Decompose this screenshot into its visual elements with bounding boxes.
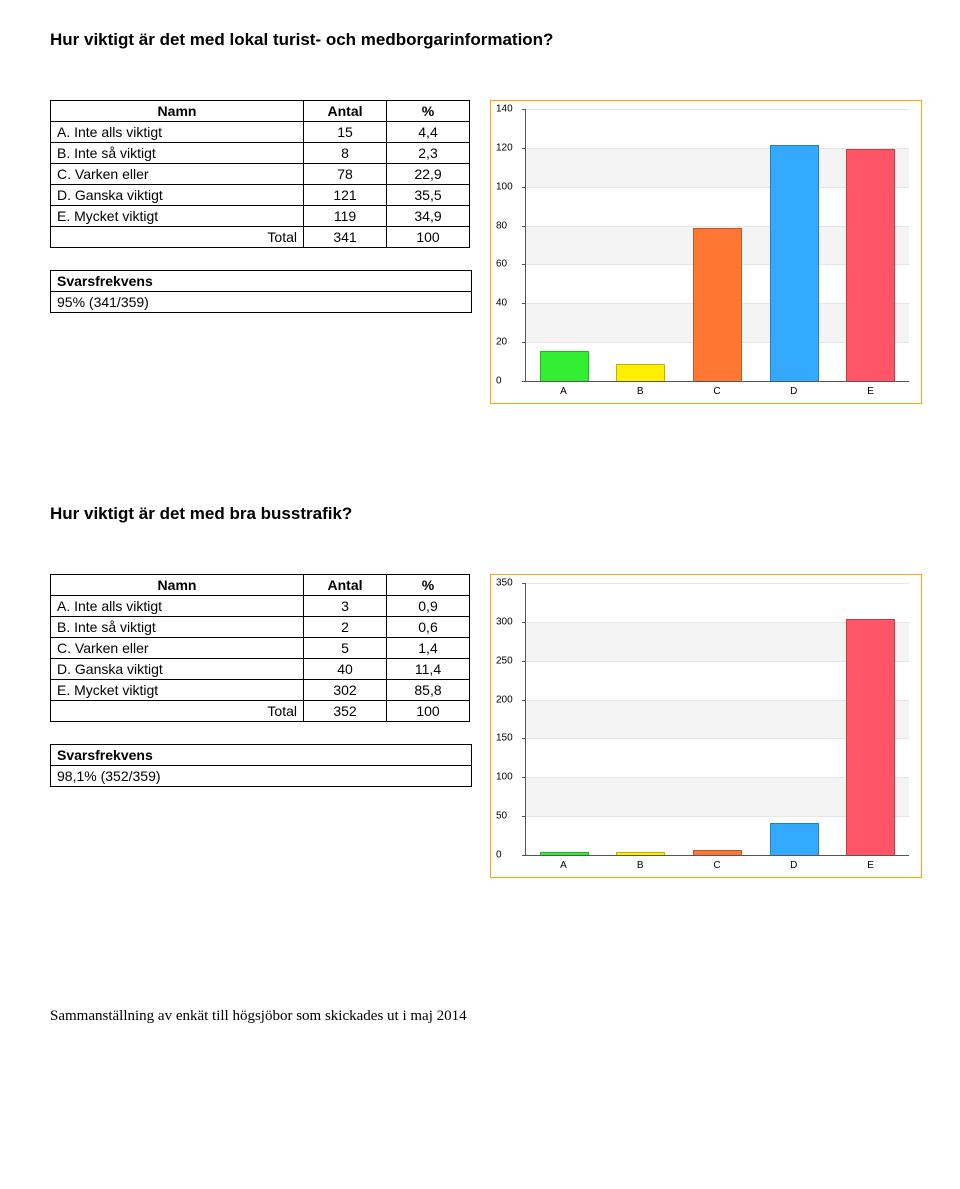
q1-freq-box: Svarsfrekvens 95% (341/359) — [50, 270, 472, 313]
q2-row: 352 — [304, 701, 387, 722]
chart-ylabel: 200 — [496, 694, 513, 705]
q2-row: 100 — [387, 701, 470, 722]
q1-row: A. Inte alls viktigt — [51, 122, 304, 143]
chart-xlabel: B — [602, 386, 679, 397]
chart-ylabel: 300 — [496, 616, 513, 627]
q1-row: 8 — [304, 143, 387, 164]
q2-row: 40 — [304, 659, 387, 680]
chart-bar — [616, 364, 665, 381]
q2-col-count: Antal — [304, 575, 387, 596]
chart-ylabel: 140 — [496, 104, 513, 115]
q2-row: 0,6 — [387, 617, 470, 638]
chart-ylabel: 120 — [496, 142, 513, 153]
chart-xlabel: E — [832, 386, 909, 397]
chart-ylabel: 50 — [496, 811, 507, 822]
q2-row: E. Mycket viktigt — [51, 680, 304, 701]
q2-row: 5 — [304, 638, 387, 659]
q2-row: 85,8 — [387, 680, 470, 701]
chart-ylabel: 150 — [496, 733, 513, 744]
q2-title: Hur viktigt är det med bra busstrafik? — [50, 504, 910, 524]
q1-row: B. Inte så viktigt — [51, 143, 304, 164]
chart-bar — [846, 619, 895, 855]
q1-chart: 0 20 40 60 80 100 120 140 ABCDE — [490, 100, 922, 404]
q1-row: 15 — [304, 122, 387, 143]
chart-bar — [693, 850, 742, 855]
chart-bar — [540, 351, 589, 381]
q2-row: 3 — [304, 596, 387, 617]
q1-row: D. Ganska viktigt — [51, 185, 304, 206]
chart-ylabel: 250 — [496, 655, 513, 666]
q2-freq-label: Svarsfrekvens — [51, 745, 471, 766]
q1-row: 119 — [304, 206, 387, 227]
chart-xlabel: C — [679, 386, 756, 397]
chart-bar — [770, 823, 819, 855]
chart-ylabel: 100 — [496, 772, 513, 783]
chart-ylabel: 60 — [496, 259, 507, 270]
q1-row: Total — [51, 227, 304, 248]
page-footer: Sammanställning av enkät till högsjöbor … — [50, 1008, 910, 1025]
q2-row: D. Ganska viktigt — [51, 659, 304, 680]
q2-freq-box: Svarsfrekvens 98,1% (352/359) — [50, 744, 472, 787]
q2-row: A. Inte alls viktigt — [51, 596, 304, 617]
q1-row: 4,4 — [387, 122, 470, 143]
q2-row: 11,4 — [387, 659, 470, 680]
q2-row: 0,9 — [387, 596, 470, 617]
chart-ylabel: 0 — [496, 850, 502, 861]
chart-ylabel: 20 — [496, 337, 507, 348]
chart-xlabel: D — [755, 386, 832, 397]
chart-ylabel: 40 — [496, 298, 507, 309]
q2-row: 302 — [304, 680, 387, 701]
chart-ylabel: 80 — [496, 220, 507, 231]
q1-row: 34,9 — [387, 206, 470, 227]
q1-row: C. Varken eller — [51, 164, 304, 185]
q2-col-pct: % — [387, 575, 470, 596]
chart-bar — [540, 852, 589, 855]
q1-freq-value: 95% (341/359) — [51, 292, 471, 312]
q2-row: B. Inte så viktigt — [51, 617, 304, 638]
chart-bar — [846, 149, 895, 381]
q1-row: 35,5 — [387, 185, 470, 206]
q1-row: 100 — [387, 227, 470, 248]
q1-row: 22,9 — [387, 164, 470, 185]
chart-bar — [616, 852, 665, 855]
q1-row: 121 — [304, 185, 387, 206]
q1-table: Namn Antal % A. Inte alls viktigt154,4 B.… — [50, 100, 470, 248]
chart-xlabel: C — [679, 860, 756, 871]
q1-row: E. Mycket viktigt — [51, 206, 304, 227]
q2-freq-value: 98,1% (352/359) — [51, 766, 471, 786]
chart-bar — [770, 145, 819, 381]
q1-col-name: Namn — [51, 101, 304, 122]
q2-chart: 0 50 100 150 200 250 300 350 ABCDE — [490, 574, 922, 878]
q2-table: Namn Antal % A. Inte alls viktigt30,9 B. … — [50, 574, 470, 722]
chart-ylabel: 100 — [496, 181, 513, 192]
q1-title: Hur viktigt är det med lokal turist- och… — [50, 30, 910, 50]
q2-row: 1,4 — [387, 638, 470, 659]
q1-col-count: Antal — [304, 101, 387, 122]
q1-col-pct: % — [387, 101, 470, 122]
chart-ylabel: 0 — [496, 376, 502, 387]
q2-col-name: Namn — [51, 575, 304, 596]
q2-row: Total — [51, 701, 304, 722]
chart-xlabel: B — [602, 860, 679, 871]
chart-xlabel: E — [832, 860, 909, 871]
q1-row: 341 — [304, 227, 387, 248]
q2-row: 2 — [304, 617, 387, 638]
chart-xlabel: A — [525, 860, 602, 871]
chart-xlabel: D — [755, 860, 832, 871]
chart-xlabel: A — [525, 386, 602, 397]
chart-ylabel: 350 — [496, 578, 513, 589]
chart-bar — [693, 228, 742, 381]
q1-row: 2,3 — [387, 143, 470, 164]
q2-row: C. Varken eller — [51, 638, 304, 659]
q1-row: 78 — [304, 164, 387, 185]
q1-freq-label: Svarsfrekvens — [51, 271, 471, 292]
